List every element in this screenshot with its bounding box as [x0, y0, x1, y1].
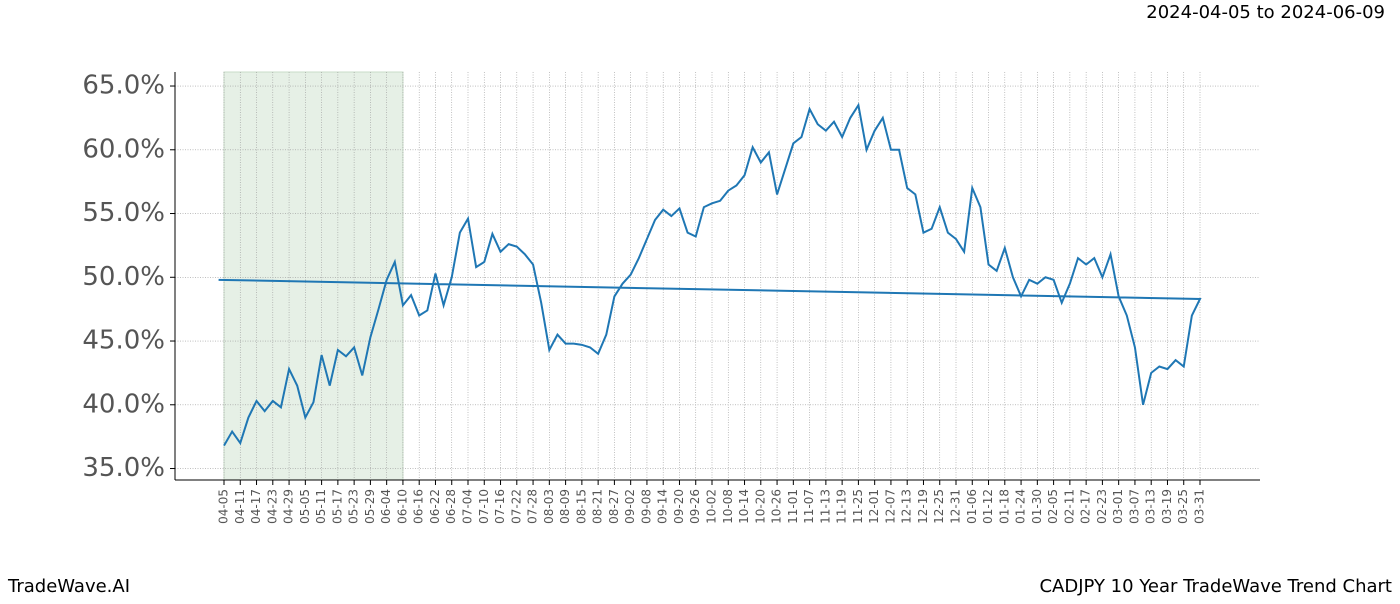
x-tick-label: 02-05	[1046, 489, 1060, 524]
x-tick-label: 11-07	[802, 489, 816, 524]
x-tick-label: 07-04	[461, 489, 475, 524]
x-tick-label: 08-09	[558, 489, 572, 524]
x-tick-label: 07-10	[477, 489, 491, 524]
y-tick-label: 65.0%	[82, 71, 165, 101]
highlight-band	[223, 71, 404, 481]
x-tick-label: 01-24	[1014, 489, 1028, 524]
x-tick-label: 02-11	[1062, 489, 1076, 524]
x-tick-label: 03-19	[1160, 489, 1174, 524]
x-tick-label: 09-26	[688, 489, 702, 524]
x-tick-label: 07-28	[526, 489, 540, 524]
y-tick-label: 45.0%	[82, 326, 165, 356]
date-range: 2024-04-05 to 2024-06-09	[1146, 2, 1385, 23]
x-tick-label: 12-07	[883, 489, 897, 524]
x-tick-label: 04-29	[282, 489, 296, 524]
x-tick-label: 01-12	[981, 489, 995, 524]
x-tick-label: 03-07	[1127, 489, 1141, 524]
x-tick-label: 03-31	[1193, 489, 1207, 524]
x-tick-label: 02-23	[1095, 489, 1109, 524]
x-tick-label: 04-17	[249, 489, 263, 524]
y-tick-label: 35.0%	[82, 453, 165, 483]
x-tick-label: 05-17	[330, 489, 344, 524]
x-tick-label: 12-19	[916, 489, 930, 524]
x-tick-label: 08-21	[591, 489, 605, 524]
x-tick-label: 11-25	[851, 489, 865, 524]
x-tick-label: 06-22	[428, 489, 442, 524]
x-tick-label: 05-29	[363, 489, 377, 524]
x-tick-label: 05-23	[347, 489, 361, 524]
x-tick-label: 01-06	[965, 489, 979, 524]
x-tick-label: 03-13	[1144, 489, 1158, 524]
x-tick-label: 10-26	[770, 489, 784, 524]
y-tick-label: 55.0%	[82, 198, 165, 228]
x-tick-label: 09-02	[623, 489, 637, 524]
x-tick-label: 06-10	[395, 489, 409, 524]
x-tick-label: 07-16	[493, 489, 507, 524]
x-tick-label: 01-30	[1030, 489, 1044, 524]
x-tick-label: 04-23	[265, 489, 279, 524]
x-tick-label: 03-25	[1176, 489, 1190, 524]
chart-title: CADJPY 10 Year TradeWave Trend Chart	[1039, 576, 1392, 597]
x-tick-label: 08-27	[607, 489, 621, 524]
x-tick-label: 12-31	[949, 489, 963, 524]
x-tick-label: 12-13	[900, 489, 914, 524]
x-tick-label: 11-13	[818, 489, 832, 524]
y-tick-label: 40.0%	[82, 389, 165, 419]
x-tick-label: 10-20	[753, 489, 767, 524]
x-tick-label: 03-01	[1111, 489, 1125, 524]
x-tick-label: 05-11	[314, 489, 328, 524]
x-tick-label: 06-28	[444, 489, 458, 524]
x-tick-label: 12-25	[932, 489, 946, 524]
x-tick-label: 11-19	[835, 489, 849, 524]
y-tick-label: 50.0%	[82, 262, 165, 292]
x-tick-label: 10-14	[737, 489, 751, 524]
x-tick-label: 10-02	[705, 489, 719, 524]
trend-line	[218, 102, 1202, 447]
x-tick-label: 02-17	[1079, 489, 1093, 524]
x-tick-label: 11-01	[786, 489, 800, 524]
x-tick-label: 04-11	[233, 489, 247, 524]
x-tick-label: 06-16	[412, 489, 426, 524]
x-tick-label: 09-14	[656, 489, 670, 524]
x-tick-label: 05-05	[298, 489, 312, 524]
x-tick-label: 07-22	[509, 489, 523, 524]
x-tick-label: 10-08	[721, 489, 735, 524]
x-tick-label: 01-18	[997, 489, 1011, 524]
x-tick-label: 06-04	[379, 489, 393, 524]
x-tick-label: 09-08	[639, 489, 653, 524]
y-tick-label: 60.0%	[82, 134, 165, 164]
brand: TradeWave.AI	[7, 576, 130, 597]
x-tick-label: 12-01	[867, 489, 881, 524]
x-tick-label: 08-15	[574, 489, 588, 524]
x-tick-label: 09-20	[672, 489, 686, 524]
x-tick-label: 04-05	[217, 489, 231, 524]
x-tick-label: 08-03	[542, 489, 556, 524]
